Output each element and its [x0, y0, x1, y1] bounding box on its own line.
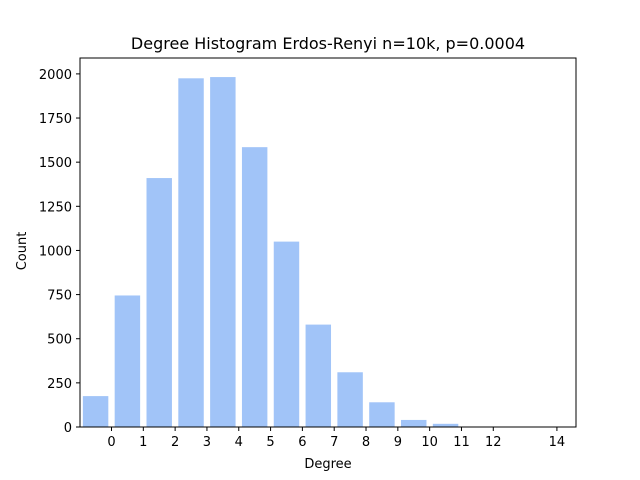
x-tick-label: 1	[139, 435, 147, 450]
x-tick-label: 3	[203, 435, 211, 450]
bars-group	[82, 77, 554, 428]
x-tick-label: 8	[362, 435, 370, 450]
x-axis-ticks: 0 1 2 3 4 5 6 7 8 9 10 11 12 14	[107, 427, 565, 450]
bar-degree-10	[401, 419, 427, 427]
y-tick-label: 0	[64, 421, 72, 436]
x-tick-label: 11	[453, 435, 470, 450]
bar-degree-11	[432, 423, 459, 427]
y-tick-label: 1000	[39, 244, 72, 259]
bar-degree-0	[82, 396, 109, 427]
bar-degree-3	[178, 78, 204, 427]
y-tick-label: 2000	[39, 68, 72, 83]
y-tick-label: 1750	[39, 112, 72, 127]
plot-frame	[79, 57, 577, 428]
x-tick-label: 7	[330, 435, 338, 450]
chart-title: Degree Histogram Erdos-Renyi n=10k, p=0.…	[131, 34, 525, 53]
y-tick-label: 1500	[39, 156, 72, 171]
bar-degree-7	[305, 324, 332, 427]
bar-degree-2	[146, 178, 172, 427]
bar-degree-1	[114, 295, 141, 427]
bar-degree-8	[337, 372, 363, 427]
bar-degree-6	[273, 241, 300, 427]
x-tick-label: 14	[549, 435, 566, 450]
bar-degree-4	[210, 77, 236, 428]
x-tick-label: 12	[485, 435, 502, 450]
y-tick-label: 750	[47, 289, 72, 304]
x-tick-label: 2	[171, 435, 179, 450]
x-tick-label: 0	[107, 435, 115, 450]
x-tick-label: 4	[235, 435, 243, 450]
y-tick-label: 500	[47, 333, 72, 348]
x-tick-label: 6	[298, 435, 306, 450]
bar-degree-9	[369, 402, 395, 427]
x-tick-label: 5	[266, 435, 274, 450]
y-axis-title: Count	[15, 232, 30, 271]
x-tick-label: 10	[421, 435, 438, 450]
bar-degree-5	[241, 147, 268, 428]
y-tick-label: 250	[47, 377, 72, 392]
y-tick-label: 1250	[39, 200, 72, 215]
y-axis-ticks: 0 250 500 750 1000 1250 1500 1750 2000	[39, 68, 80, 436]
x-axis-title: Degree	[304, 457, 351, 472]
x-tick-label: 9	[394, 435, 402, 450]
